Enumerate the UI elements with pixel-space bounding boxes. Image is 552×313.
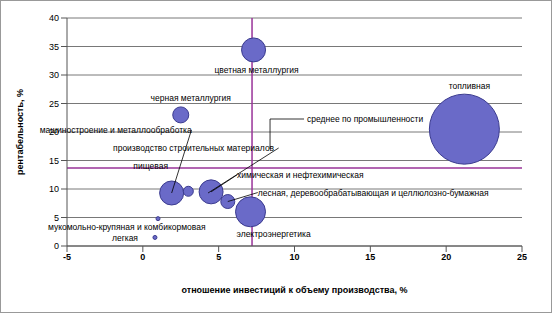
- svg-text:30: 30: [49, 70, 59, 80]
- svg-text:10: 10: [49, 184, 59, 194]
- svg-text:электроэнергетика: электроэнергетика: [237, 229, 311, 239]
- svg-text:-5: -5: [63, 252, 71, 262]
- svg-text:легкая: легкая: [112, 233, 138, 243]
- svg-text:15: 15: [365, 252, 375, 262]
- svg-text:мукомольно-крупяная и комбикор: мукомольно-крупяная и комбикормовая: [48, 222, 206, 232]
- svg-text:5: 5: [54, 213, 59, 223]
- svg-text:производство строительных мате: производство строительных материалов: [113, 143, 275, 153]
- svg-text:топливная: топливная: [449, 81, 491, 91]
- svg-text:25: 25: [517, 252, 527, 262]
- svg-text:10: 10: [289, 252, 299, 262]
- svg-text:цветная металлургия: цветная металлургия: [215, 65, 299, 75]
- svg-text:черная металлургия: черная металлургия: [151, 93, 232, 103]
- svg-text:20: 20: [49, 127, 59, 137]
- svg-text:рентабельность, %: рентабельность, %: [15, 89, 25, 175]
- svg-text:лесная, деревообрабатывающая и: лесная, деревообрабатывающая и целлюлозн…: [258, 188, 489, 198]
- svg-text:пищевая: пищевая: [133, 161, 168, 171]
- svg-text:химическая и нефтехимическая: химическая и нефтехимическая: [237, 170, 364, 180]
- svg-text:5: 5: [216, 252, 221, 262]
- svg-text:15: 15: [49, 156, 59, 166]
- svg-text:отношение инвестиций к объему: отношение инвестиций к объему производст…: [181, 285, 407, 295]
- svg-text:35: 35: [49, 42, 59, 52]
- svg-text:0: 0: [140, 252, 145, 262]
- svg-text:машиностроение и металлообрабо: машиностроение и металлообработка: [40, 125, 192, 135]
- svg-text:20: 20: [441, 252, 451, 262]
- svg-text:25: 25: [49, 99, 59, 109]
- svg-text:среднее по промышленности: среднее по промышленности: [307, 114, 423, 124]
- svg-text:40: 40: [49, 13, 59, 23]
- svg-text:0: 0: [54, 241, 59, 251]
